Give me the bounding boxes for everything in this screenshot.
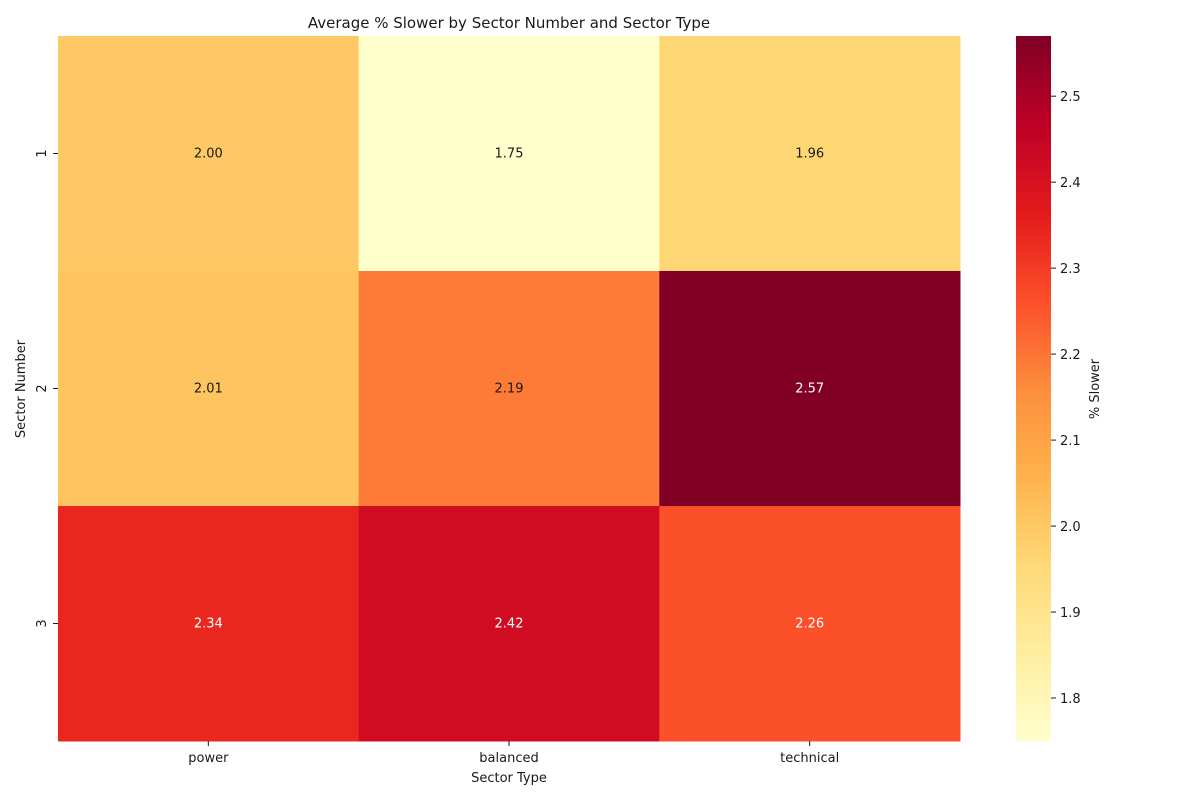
cell-value-label: 2.57 — [795, 382, 824, 397]
heatmap-cell — [58, 271, 360, 507]
heatmap-cell — [659, 506, 961, 742]
heatmap-cell — [358, 36, 660, 272]
heatmap-cell — [659, 36, 961, 272]
x-tick-label: balanced — [479, 751, 538, 766]
cell-value-label: 2.34 — [194, 617, 223, 632]
colorbar-tick-label: 2.4 — [1060, 176, 1081, 191]
heatmap-cell — [659, 271, 961, 507]
colorbar-tick-label: 1.8 — [1060, 692, 1081, 707]
colorbar-tick-label: 2.2 — [1060, 348, 1081, 363]
x-axis-label: Sector Type — [471, 771, 547, 786]
cell-value-label: 2.00 — [194, 147, 223, 162]
chart-title: Average % Slower by Sector Number and Se… — [308, 14, 710, 32]
cell-value-label: 1.75 — [495, 147, 524, 162]
y-tick-label: 1 — [35, 149, 50, 157]
heatmap-cell — [58, 36, 360, 272]
x-tick-label: technical — [780, 751, 839, 766]
y-axis-ticks: 1 2 3 — [35, 149, 58, 628]
cell-value-label: 2.42 — [495, 617, 524, 632]
heatmap-cell — [358, 271, 660, 507]
heatmap-cell — [358, 506, 660, 742]
colorbar-tick-label: 1.9 — [1060, 606, 1081, 621]
colorbar-label: % Slower — [1088, 358, 1103, 419]
colorbar-tick-label: 2.1 — [1060, 434, 1081, 449]
colorbar — [1016, 36, 1051, 741]
cell-value-label: 2.26 — [795, 617, 824, 632]
cell-value-label: 1.96 — [795, 147, 824, 162]
cell-value-label: 2.19 — [495, 382, 524, 397]
x-tick-label: power — [188, 751, 229, 766]
colorbar-tick-label: 2.3 — [1060, 262, 1081, 277]
heatmap-cell — [58, 506, 360, 742]
heatmap-cells: 2.00 1.75 1.96 2.01 2.19 2.57 2.34 2.42 2.26 — [58, 36, 961, 742]
x-axis-ticks: power balanced technical — [188, 741, 839, 766]
y-tick-label: 2 — [35, 384, 50, 392]
cell-value-label: 2.01 — [194, 382, 223, 397]
colorbar-tick-label: 2.0 — [1060, 520, 1081, 535]
y-axis-label: Sector Number — [14, 339, 29, 438]
colorbar-tick-label: 2.5 — [1060, 90, 1081, 105]
y-tick-label: 3 — [35, 619, 50, 627]
colorbar-ticks: 1.8 1.9 2.0 2.1 2.2 2.3 2.4 2.5 — [1051, 90, 1081, 707]
